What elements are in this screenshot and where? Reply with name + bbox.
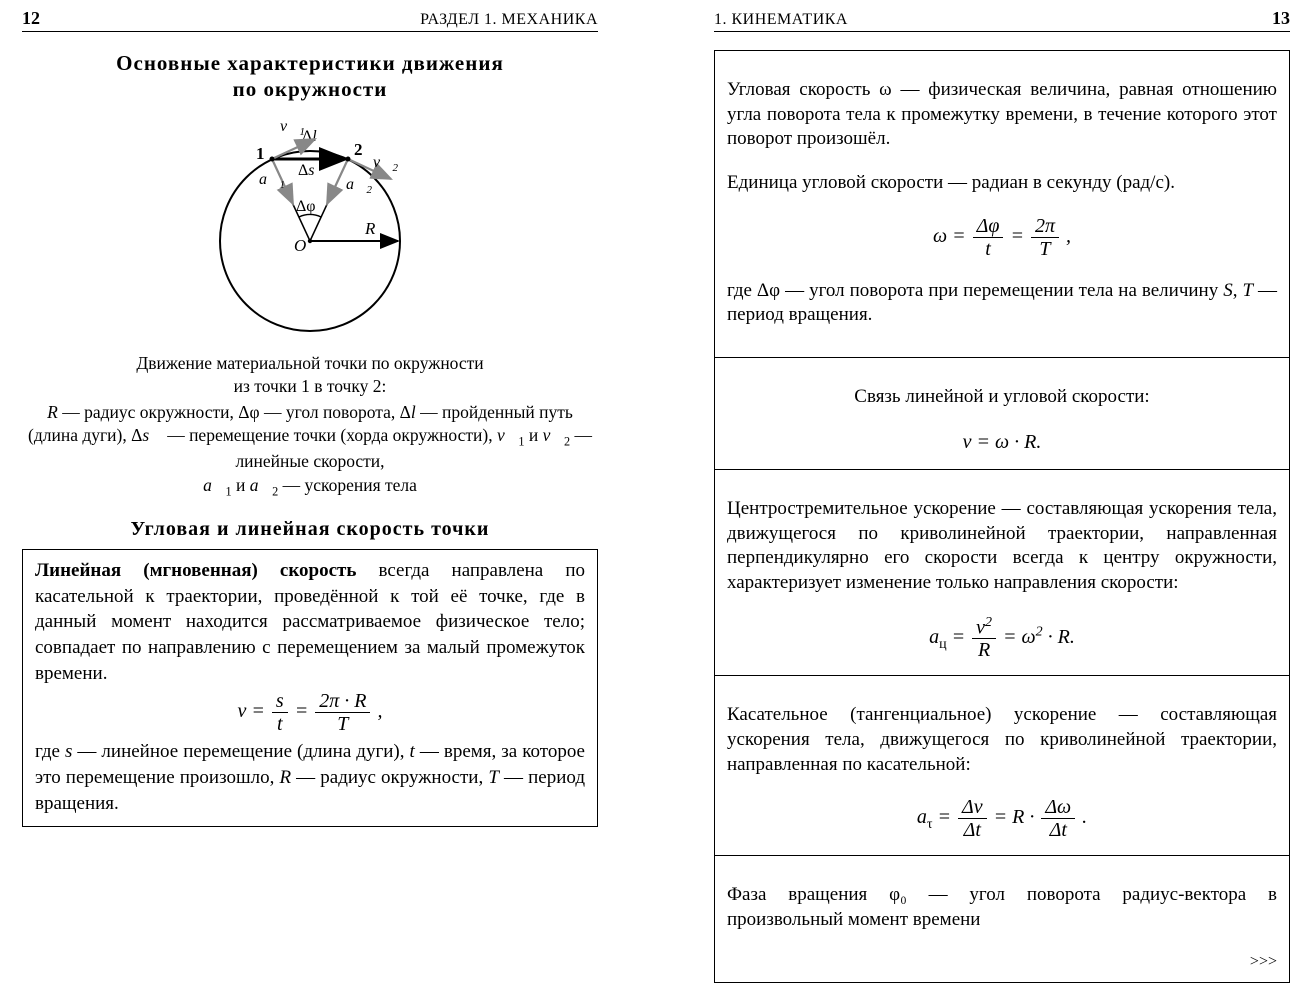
page-number-left: 12 xyxy=(22,8,40,29)
centripetal-formula: aц = v2R = ω2 · R. xyxy=(727,615,1277,662)
svg-text:v⃗1: v⃗1 xyxy=(280,118,305,138)
svg-text:a⃗2: a⃗2 xyxy=(346,176,372,196)
svg-text:v⃗2: v⃗2 xyxy=(373,154,399,174)
tangential-formula: aτ = ΔvΔt = R · ΔωΔt . xyxy=(727,796,1277,841)
linear-velocity-box: Линейная (мгновенная) скорость всегда на… xyxy=(22,549,598,827)
caption-line2: из точки 1 в точку 2: xyxy=(22,375,598,399)
box1-lead: Линейная (мгновенная) скорость xyxy=(35,560,356,581)
angular-velocity-formula: ω = Δφt = 2πT , xyxy=(727,215,1277,260)
cell4-lead: Касательное (тангенциальное) ускорение xyxy=(727,704,1096,725)
svg-text:Δs⃗: Δs⃗ xyxy=(298,162,327,179)
centripetal-cell: Центростремительное ускорение — составля… xyxy=(715,470,1289,676)
svg-text:a⃗1: a⃗1 xyxy=(259,171,285,191)
svg-text:O: O xyxy=(294,236,306,255)
angular-velocity-cell: Угловая скорость ω — физическая величина… xyxy=(715,51,1289,358)
continuation-marker: >>> xyxy=(727,952,1277,973)
section-title-left: РАЗДЕЛ 1. МЕХАНИКА xyxy=(420,11,598,29)
relation-formula: v = ω · R. xyxy=(727,429,1277,455)
running-head-left: 12 РАЗДЕЛ 1. МЕХАНИКА xyxy=(22,8,598,32)
cell2-lead: Связь линейной и угловой скорости: xyxy=(854,386,1149,407)
linear-velocity-formula: v = st = 2π · RT , xyxy=(35,690,585,735)
cell1-unit: Единица угловой скорости — радиан в секу… xyxy=(727,171,1277,196)
right-boxes: Угловая скорость ω — физическая величина… xyxy=(714,50,1290,983)
box1-after: где s — линейное перемещение (длина дуги… xyxy=(35,739,585,816)
svg-text:2: 2 xyxy=(354,140,363,159)
svg-text:1: 1 xyxy=(256,144,265,163)
cell1-lead: Угловая скорость ω xyxy=(727,79,892,100)
running-head-right: 1. КИНЕМАТИКА 13 xyxy=(714,8,1290,32)
cell1-after: где Δφ — угол поворота при перемещении т… xyxy=(727,279,1277,328)
main-title: Основные характеристики движения по окру… xyxy=(22,50,598,103)
caption-line1: Движение материальной точки по окружност… xyxy=(22,352,598,376)
cell3-lead: Центростремительное ускорение xyxy=(727,498,996,519)
phase-cell: Фаза вращения φ₀ — угол поворота радиус-… xyxy=(715,856,1289,982)
page-left: 12 РАЗДЕЛ 1. МЕХАНИКА Основные характери… xyxy=(0,0,656,896)
tangential-cell: Касательное (тангенциальное) ускорение —… xyxy=(715,676,1289,856)
page-right: 1. КИНЕМАТИКА 13 Угловая скорость ω — фи… xyxy=(656,0,1312,896)
svg-text:Δφ: Δφ xyxy=(296,198,316,215)
diagram-caption: Движение материальной точки по окружност… xyxy=(22,352,598,501)
cell5-lead: Фаза вращения φ₀ xyxy=(727,884,907,905)
section-title-right: 1. КИНЕМАТИКА xyxy=(714,11,848,29)
subtitle: Угловая и линейная скорость точки xyxy=(22,518,598,541)
caption-body: R — радиус окружности, Δφ — угол поворот… xyxy=(22,401,598,500)
svg-text:R: R xyxy=(364,219,376,238)
title-line2: по окружности xyxy=(233,77,388,101)
title-line1: Основные характеристики движения xyxy=(116,51,504,75)
circle-diagram: O R Δφ Δs⃗ Δl 1 2 xyxy=(22,111,598,346)
relation-cell: Связь линейной и угловой скорости: v = ω… xyxy=(715,358,1289,470)
page-number-right: 13 xyxy=(1272,8,1290,29)
